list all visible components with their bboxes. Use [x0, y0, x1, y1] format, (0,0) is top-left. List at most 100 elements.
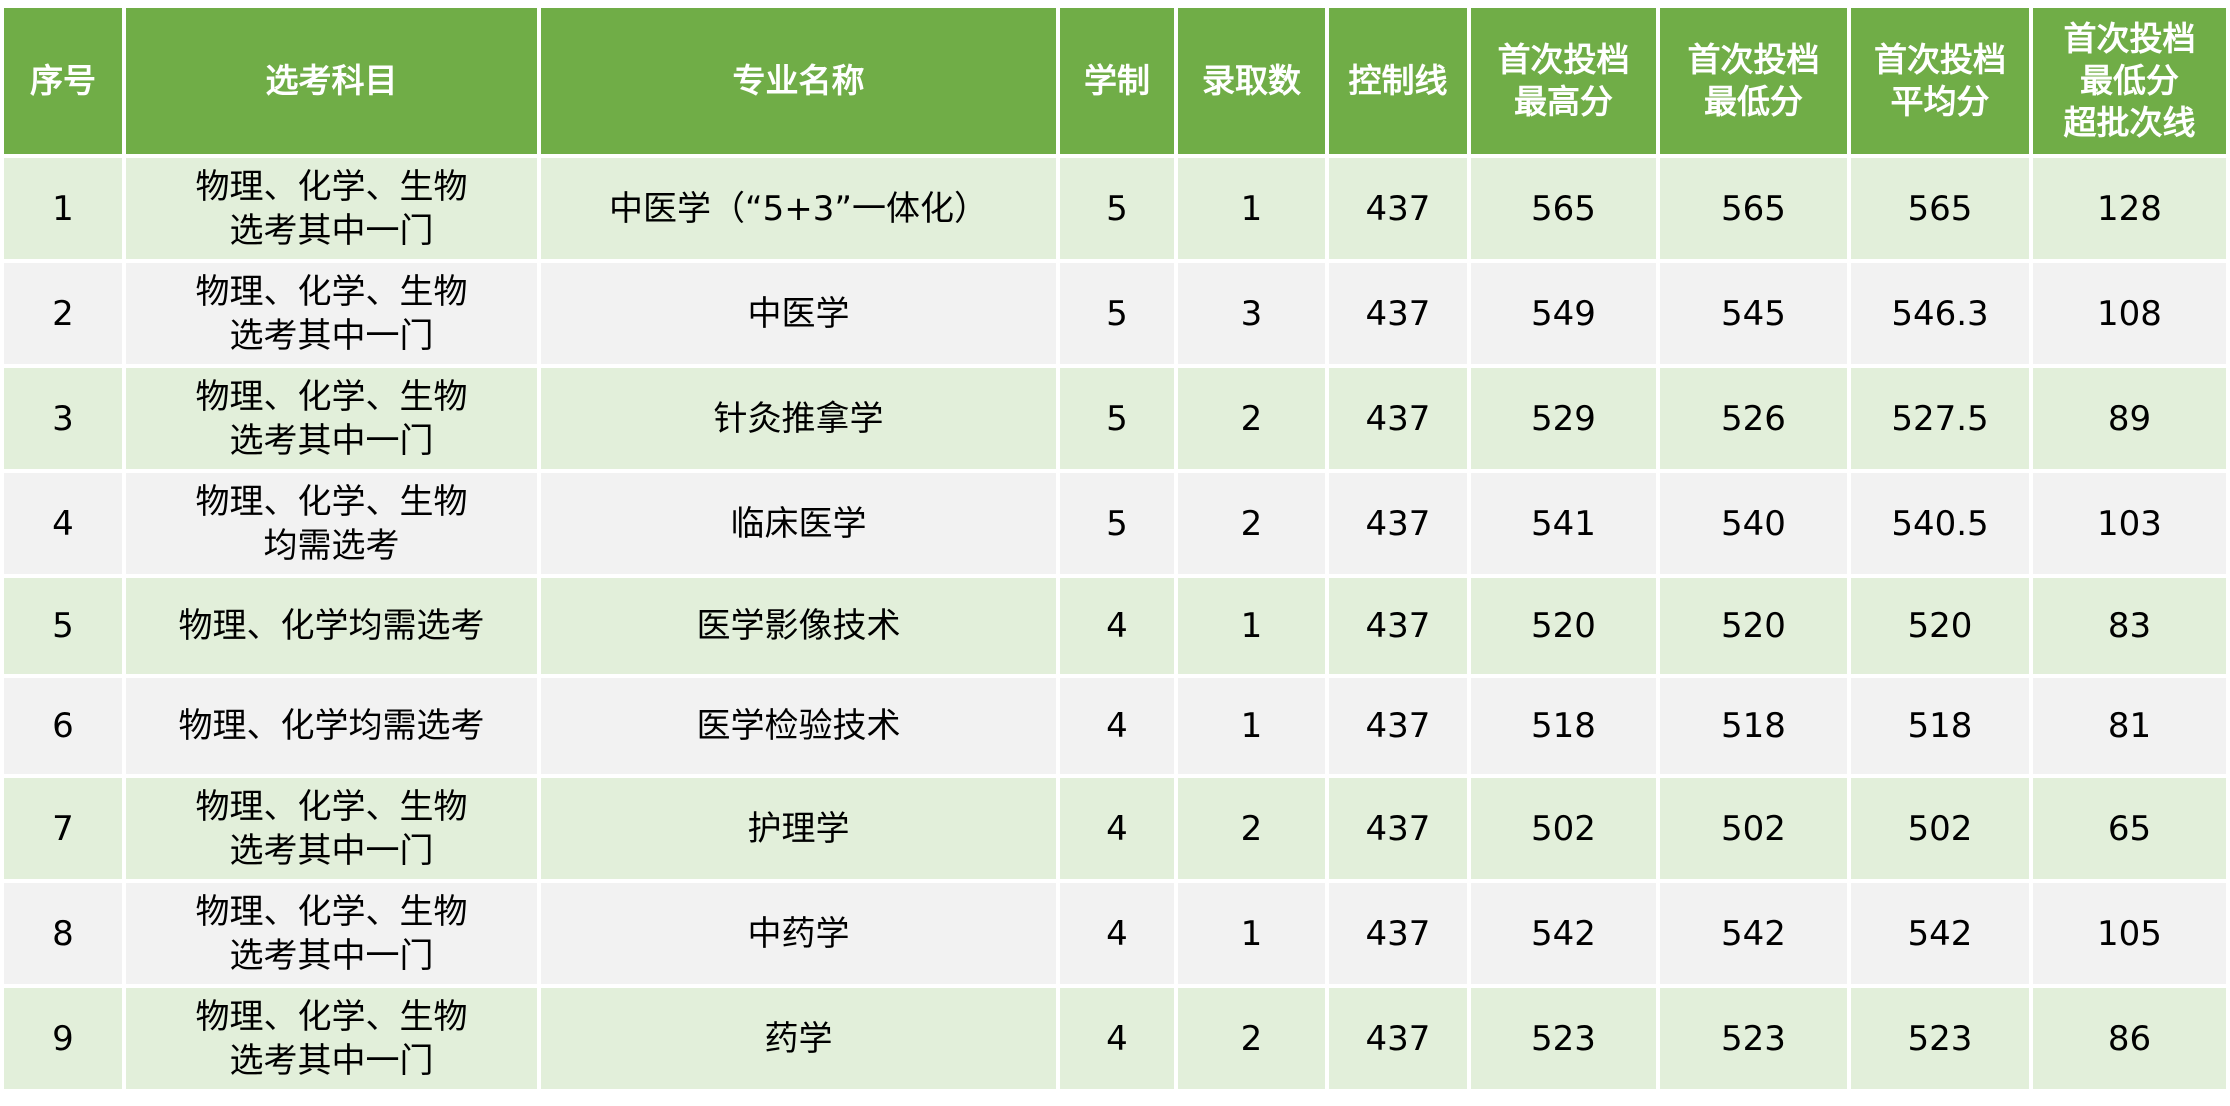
table-row: 3 物理、化学、生物 选考其中一门 针灸推拿学 5 2 437 529 526 527.5 89	[4, 368, 2226, 469]
cell-admitted: 1	[1178, 158, 1325, 259]
cell-min: 502	[1660, 778, 1847, 879]
cell-admitted: 1	[1178, 578, 1325, 674]
cell-min: 540	[1660, 473, 1847, 574]
cell-control: 437	[1329, 988, 1467, 1089]
header-over: 首次投档 最低分 超批次线	[2033, 8, 2226, 154]
cell-control: 437	[1329, 578, 1467, 674]
subjects-line: 选考其中一门	[229, 1040, 434, 1081]
cell-avg: 546.3	[1851, 263, 2029, 364]
cell-min: 542	[1660, 883, 1847, 984]
subjects-line: 物理、化学、生物	[195, 376, 468, 417]
subjects-line: 物理、化学均需选考	[178, 606, 485, 646]
cell-avg: 502	[1851, 778, 2029, 879]
cell-admitted: 2	[1178, 473, 1325, 574]
cell-max: 523	[1471, 988, 1656, 1089]
cell-admitted: 3	[1178, 263, 1325, 364]
cell-control: 437	[1329, 678, 1467, 774]
table-row: 7 物理、化学、生物 选考其中一门 护理学 4 2 437 502 502 502 65	[4, 778, 2226, 879]
subjects-line: 选考其中一门	[229, 315, 434, 356]
header-max: 首次投档 最高分	[1471, 8, 1656, 154]
cell-major: 医学影像技术	[541, 578, 1056, 674]
cell-major: 护理学	[541, 778, 1056, 879]
cell-no: 1	[4, 158, 122, 259]
cell-control: 437	[1329, 368, 1467, 469]
header-min: 首次投档 最低分	[1660, 8, 1847, 154]
header-label: 专业名称	[732, 61, 865, 100]
cell-admitted: 2	[1178, 778, 1325, 879]
cell-admitted: 2	[1178, 368, 1325, 469]
header-label: 首次投档	[1874, 40, 2006, 79]
cell-control: 437	[1329, 883, 1467, 984]
subjects-line: 物理、化学、生物	[195, 481, 468, 522]
cell-min: 520	[1660, 578, 1847, 674]
cell-max: 520	[1471, 578, 1656, 674]
cell-admitted: 1	[1178, 678, 1325, 774]
cell-admitted: 1	[1178, 883, 1325, 984]
cell-control: 437	[1329, 263, 1467, 364]
cell-control: 437	[1329, 473, 1467, 574]
cell-subjects: 物理、化学、生物 选考其中一门	[126, 988, 537, 1089]
header-label: 最高分	[1514, 82, 1613, 121]
cell-years: 4	[1060, 678, 1174, 774]
cell-no: 7	[4, 778, 122, 879]
header-label: 序号	[30, 61, 96, 100]
cell-min: 545	[1660, 263, 1847, 364]
header-label: 选考科目	[265, 61, 398, 100]
cell-years: 4	[1060, 883, 1174, 984]
cell-avg: 520	[1851, 578, 2029, 674]
header-label: 平均分	[1890, 82, 1990, 121]
header-admitted: 录取数	[1178, 8, 1325, 154]
cell-no: 4	[4, 473, 122, 574]
table-row: 9 物理、化学、生物 选考其中一门 药学 4 2 437 523 523 523 86	[4, 988, 2226, 1089]
cell-avg: 542	[1851, 883, 2029, 984]
cell-over: 128	[2033, 158, 2226, 259]
cell-major: 针灸推拿学	[541, 368, 1056, 469]
cell-avg: 527.5	[1851, 368, 2029, 469]
subjects-line: 选考其中一门	[229, 210, 434, 251]
cell-avg: 523	[1851, 988, 2029, 1089]
header-label: 最低分	[2080, 61, 2179, 100]
header-label: 控制线	[1348, 61, 1448, 100]
cell-years: 5	[1060, 368, 1174, 469]
header-label: 首次投档	[2063, 19, 2196, 58]
subjects-line: 选考其中一门	[229, 935, 434, 976]
header-years: 学制	[1060, 8, 1174, 154]
header-major: 专业名称	[541, 8, 1056, 154]
cell-over: 103	[2033, 473, 2226, 574]
cell-min: 518	[1660, 678, 1847, 774]
cell-over: 108	[2033, 263, 2226, 364]
cell-min: 523	[1660, 988, 1847, 1089]
header-control: 控制线	[1329, 8, 1467, 154]
cell-max: 518	[1471, 678, 1656, 774]
cell-max: 502	[1471, 778, 1656, 879]
subjects-line: 物理、化学、生物	[195, 166, 468, 207]
cell-years: 5	[1060, 158, 1174, 259]
cell-over: 86	[2033, 988, 2226, 1089]
subjects-line: 物理、化学、生物	[195, 271, 468, 312]
cell-major: 中医学（“5+3”一体化）	[541, 158, 1056, 259]
header-label: 超批次线	[2063, 103, 2196, 142]
subjects-line: 物理、化学、生物	[195, 786, 468, 827]
header-label: 最低分	[1704, 82, 1803, 121]
cell-major: 中医学	[541, 263, 1056, 364]
cell-max: 529	[1471, 368, 1656, 469]
header-row: 序号 选考科目 专业名称 学制 录取数 控制线 首次投档 最高分 首次投档 最低分 首次投档 平均分首…	[4, 8, 2226, 154]
admission-scores-table: 序号 选考科目 专业名称 学制 录取数 控制线 首次投档 最高分 首次投档 最低分 首次投档 平均分首…	[0, 4, 2230, 1093]
cell-control: 437	[1329, 158, 1467, 259]
header-label: 录取数	[1202, 61, 1301, 100]
cell-over: 105	[2033, 883, 2226, 984]
cell-control: 437	[1329, 778, 1467, 879]
cell-no: 6	[4, 678, 122, 774]
cell-years: 4	[1060, 778, 1174, 879]
table-row: 8 物理、化学、生物 选考其中一门 中药学 4 1 437 542 542 542 105	[4, 883, 2226, 984]
subjects-line: 物理、化学均需选考	[178, 706, 485, 746]
cell-subjects: 物理、化学、生物 选考其中一门	[126, 883, 537, 984]
cell-over: 89	[2033, 368, 2226, 469]
cell-min: 526	[1660, 368, 1847, 469]
cell-max: 565	[1471, 158, 1656, 259]
cell-max: 549	[1471, 263, 1656, 364]
cell-max: 542	[1471, 883, 1656, 984]
cell-no: 9	[4, 988, 122, 1089]
cell-years: 4	[1060, 988, 1174, 1089]
table-row: 5 物理、化学均需选考 医学影像技术 4 1 437 520 520 520 83	[4, 578, 2226, 674]
